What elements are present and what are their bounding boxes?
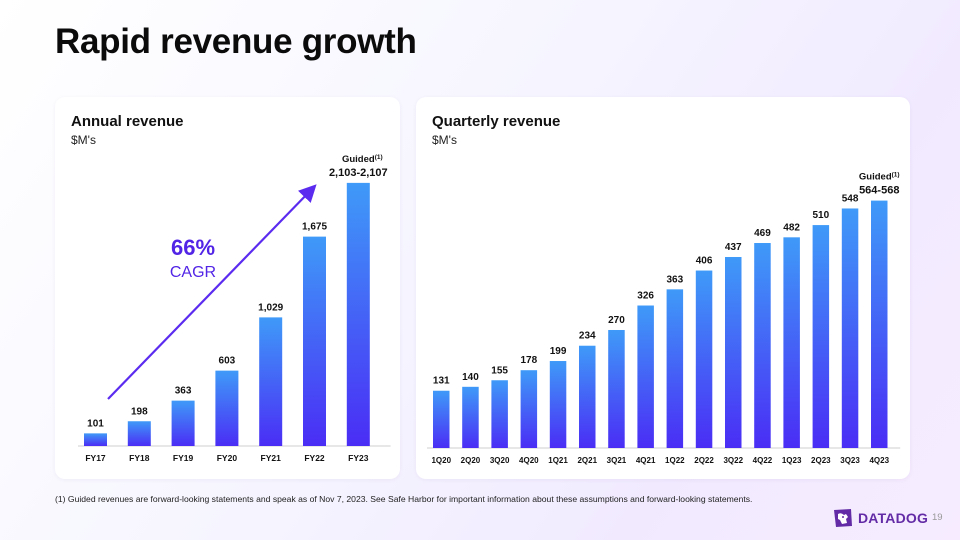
quarterly-value-label: 199 xyxy=(550,346,567,357)
annual-bar-FY18 xyxy=(127,421,151,446)
quarterly-value-label: 140 xyxy=(462,372,479,383)
quarterly-bar-3Q22 xyxy=(725,256,742,448)
annual-tick-label: FY19 xyxy=(173,453,194,463)
annual-tick-label: FY22 xyxy=(304,453,325,463)
quarterly-guided-label: Guided(1) xyxy=(859,172,900,183)
quarterly-tick-label: 3Q20 xyxy=(490,456,510,465)
annual-guided-label: Guided(1) xyxy=(342,154,383,165)
quarterly-bar-4Q21 xyxy=(637,305,654,448)
annual-tick-label: FY18 xyxy=(129,453,150,463)
annual-bar-FY20 xyxy=(215,370,239,446)
quarterly-chart-title: Quarterly revenue xyxy=(432,113,561,130)
annual-tick-label: FY23 xyxy=(348,453,369,463)
annual-bar-FY22 xyxy=(303,236,326,446)
quarterly-value-label: 482 xyxy=(783,222,800,233)
annual-bar-FY21 xyxy=(259,317,283,446)
quarterly-bar-4Q22 xyxy=(754,243,771,448)
quarterly-value-label: 469 xyxy=(754,228,771,239)
quarterly-tick-label: 2Q23 xyxy=(811,456,831,465)
annual-value-label: 1,029 xyxy=(258,302,283,313)
cagr-label: CAGR xyxy=(170,264,216,281)
quarterly-bar-3Q23 xyxy=(841,208,859,448)
quarterly-bar-2Q21 xyxy=(579,345,596,448)
quarterly-value-label: 363 xyxy=(667,274,684,285)
page-title: Rapid revenue growth xyxy=(55,22,417,61)
annual-value-label: 198 xyxy=(131,406,148,417)
cagr-arrow xyxy=(107,184,317,400)
quarterly-bar-2Q20 xyxy=(462,386,479,448)
annual-value-label: 363 xyxy=(175,386,192,397)
quarterly-tick-label: 1Q23 xyxy=(782,456,802,465)
datadog-logo: DATADOG xyxy=(832,507,928,529)
quarterly-bar-3Q21 xyxy=(608,329,625,448)
quarterly-value-label: 548 xyxy=(842,193,859,204)
quarterly-bar-1Q23 xyxy=(783,237,800,448)
quarterly-guided-footnote-ref: (1) xyxy=(892,172,900,179)
annual-tick-label: FY17 xyxy=(85,453,106,463)
logo-text: DATADOG xyxy=(858,510,929,526)
quarterly-tick-label: 2Q22 xyxy=(694,456,714,465)
quarterly-value-label: 564-568 xyxy=(859,185,899,197)
quarterly-tick-label: 2Q21 xyxy=(577,456,597,465)
annual-value-label: 1,675 xyxy=(302,222,327,233)
quarterly-chart-subtitle: $M's xyxy=(432,133,457,147)
quarterly-tick-label: 1Q22 xyxy=(665,456,685,465)
annual-guided-footnote-ref: (1) xyxy=(375,154,383,161)
quarterly-tick-label: 1Q21 xyxy=(548,456,568,465)
annual-revenue-chart: 101 FY17 198 FY18 363 FY19 603 FY20 1,029 FY21 1,6… xyxy=(78,154,391,463)
annual-tick-label: FY21 xyxy=(261,453,282,463)
quarterly-tick-label: 3Q22 xyxy=(723,456,743,465)
quarterly-value-label: 406 xyxy=(696,256,713,267)
cagr-value: 66% xyxy=(171,235,215,260)
page-number: 19 xyxy=(932,512,943,523)
quarterly-tick-label: 3Q23 xyxy=(840,456,860,465)
quarterly-bar-2Q23 xyxy=(812,225,830,448)
quarterly-bar-1Q21 xyxy=(549,361,567,448)
quarterly-tick-label: 1Q20 xyxy=(431,456,451,465)
quarterly-bar-2Q22 xyxy=(695,270,713,448)
quarterly-bar-4Q23 xyxy=(871,200,888,448)
quarterly-revenue-card: Quarterly revenue $M's 131 1Q20 140 2Q20 155… xyxy=(416,97,910,479)
annual-value-label: 101 xyxy=(87,418,104,429)
quarterly-value-label: 234 xyxy=(579,331,596,342)
quarterly-bar-1Q22 xyxy=(666,289,684,448)
quarterly-value-label: 178 xyxy=(521,355,538,366)
quarterly-value-label: 510 xyxy=(813,210,830,221)
quarterly-tick-label: 3Q21 xyxy=(607,456,627,465)
quarterly-bar-4Q20 xyxy=(520,370,538,448)
dog-icon xyxy=(834,509,852,527)
quarterly-value-label: 326 xyxy=(637,291,654,302)
quarterly-value-label: 270 xyxy=(608,315,625,326)
quarterly-tick-label: 4Q22 xyxy=(753,456,773,465)
quarterly-bar-1Q20 xyxy=(433,390,450,448)
quarterly-revenue-chart: 131 1Q20 140 2Q20 155 3Q20 178 4Q20 199 1Q21 234 2Q… xyxy=(427,172,901,465)
quarterly-bar-3Q20 xyxy=(491,380,508,448)
quarterly-value-label: 437 xyxy=(725,242,742,253)
annual-tick-label: FY20 xyxy=(217,453,238,463)
quarterly-value-label: 131 xyxy=(433,376,450,387)
quarterly-tick-label: 4Q21 xyxy=(636,456,656,465)
annual-revenue-card: Annual revenue $M's 101 FY17 198 FY18 363 FY1… xyxy=(55,97,400,479)
annual-chart-title: Annual revenue xyxy=(71,113,184,130)
footnote: (1) Guided revenues are forward-looking … xyxy=(55,494,753,504)
quarterly-value-label: 155 xyxy=(491,365,508,376)
annual-bar-FY23 xyxy=(346,182,370,446)
annual-value-label: 2,103-2,107 xyxy=(329,167,388,179)
annual-value-label: 603 xyxy=(219,356,236,367)
quarterly-tick-label: 4Q23 xyxy=(869,456,889,465)
annual-bar-FY19 xyxy=(171,400,195,446)
quarterly-tick-label: 2Q20 xyxy=(461,456,481,465)
quarterly-tick-label: 4Q20 xyxy=(519,456,539,465)
annual-bar-FY17 xyxy=(84,433,107,446)
annual-chart-subtitle: $M's xyxy=(71,133,96,147)
